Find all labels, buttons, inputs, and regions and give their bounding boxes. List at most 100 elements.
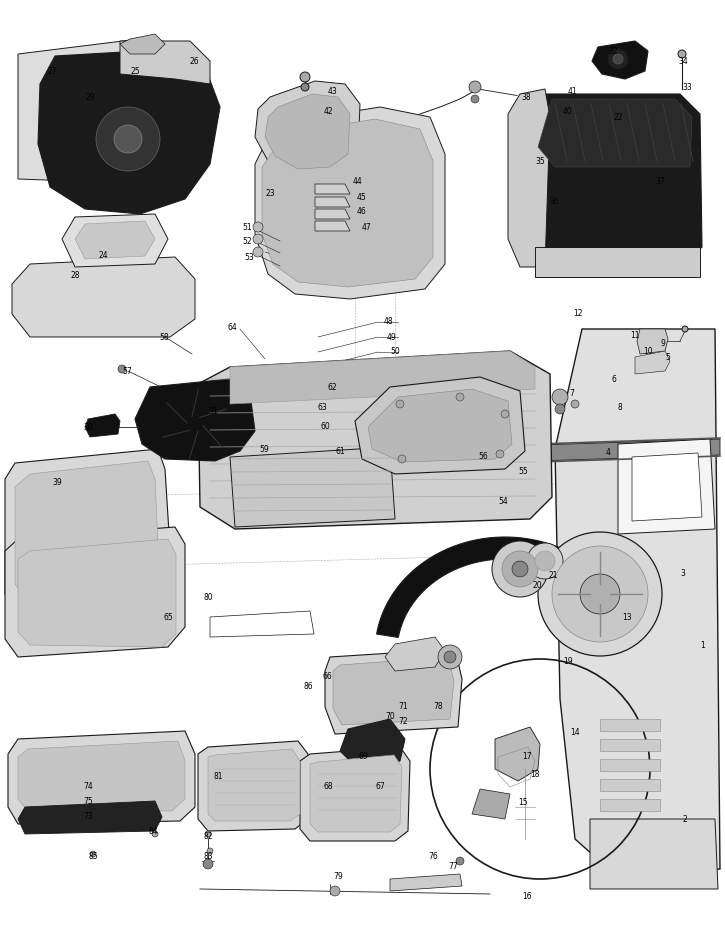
Text: 3: 3	[681, 568, 685, 577]
Circle shape	[512, 562, 528, 578]
Circle shape	[527, 543, 563, 579]
Circle shape	[207, 848, 213, 854]
Text: 35: 35	[535, 158, 545, 166]
Polygon shape	[5, 450, 170, 615]
Polygon shape	[315, 197, 350, 208]
Polygon shape	[368, 389, 512, 463]
Polygon shape	[385, 638, 445, 671]
Polygon shape	[340, 719, 405, 771]
Text: 33: 33	[682, 83, 692, 93]
Text: 20: 20	[532, 580, 542, 589]
Polygon shape	[18, 742, 185, 811]
Circle shape	[538, 532, 662, 656]
Polygon shape	[600, 780, 660, 791]
Circle shape	[571, 400, 579, 409]
Polygon shape	[472, 789, 510, 819]
Text: 28: 28	[70, 270, 80, 279]
Polygon shape	[120, 42, 210, 85]
Circle shape	[502, 552, 538, 588]
Text: 2: 2	[683, 815, 687, 823]
Circle shape	[253, 222, 263, 233]
Text: 1: 1	[700, 640, 705, 649]
Text: 45: 45	[357, 192, 367, 201]
Polygon shape	[376, 538, 634, 638]
Text: 54: 54	[498, 497, 508, 506]
Polygon shape	[355, 377, 525, 475]
Text: 15: 15	[518, 797, 528, 806]
Polygon shape	[135, 379, 255, 462]
Circle shape	[580, 575, 620, 615]
Text: 59: 59	[259, 445, 269, 454]
Circle shape	[608, 50, 628, 70]
Text: 18: 18	[530, 769, 539, 779]
Text: 79: 79	[333, 871, 343, 881]
Polygon shape	[120, 35, 165, 55]
Text: 77: 77	[448, 861, 458, 870]
Text: 64: 64	[227, 323, 237, 331]
Polygon shape	[618, 439, 715, 535]
Polygon shape	[592, 42, 648, 80]
Circle shape	[368, 791, 376, 797]
Text: 38: 38	[521, 93, 531, 101]
Circle shape	[118, 365, 126, 374]
Text: 86: 86	[303, 681, 312, 691]
Text: 29: 29	[86, 93, 95, 101]
Polygon shape	[600, 739, 660, 751]
Polygon shape	[5, 527, 185, 657]
Text: 51: 51	[242, 222, 252, 231]
Text: 36: 36	[549, 197, 559, 207]
Text: 26: 26	[189, 57, 199, 67]
Circle shape	[444, 652, 456, 664]
Text: 81: 81	[213, 771, 223, 781]
Circle shape	[552, 389, 568, 406]
Text: 9: 9	[660, 338, 666, 347]
Circle shape	[535, 552, 555, 571]
Polygon shape	[632, 453, 702, 521]
Circle shape	[300, 73, 310, 83]
Circle shape	[253, 248, 263, 258]
Text: 23: 23	[265, 188, 275, 197]
Text: 42: 42	[323, 108, 333, 117]
Text: 52: 52	[242, 237, 252, 247]
Polygon shape	[62, 215, 168, 268]
Polygon shape	[508, 90, 550, 268]
Polygon shape	[535, 248, 700, 278]
Polygon shape	[495, 727, 540, 781]
Text: 30: 30	[83, 423, 93, 432]
Circle shape	[456, 857, 464, 865]
Text: 34: 34	[678, 57, 688, 67]
Text: 70: 70	[385, 712, 395, 720]
Text: 27: 27	[47, 68, 57, 76]
Polygon shape	[600, 799, 660, 811]
Polygon shape	[555, 330, 720, 879]
Circle shape	[552, 546, 648, 642]
Text: 7: 7	[570, 388, 574, 397]
Text: 57: 57	[122, 367, 132, 376]
Text: 31: 31	[208, 407, 218, 416]
Circle shape	[396, 400, 404, 409]
Text: 65: 65	[163, 612, 173, 621]
Polygon shape	[310, 756, 402, 832]
Circle shape	[203, 859, 213, 870]
Text: 82: 82	[203, 832, 212, 841]
Polygon shape	[390, 874, 462, 891]
Text: 16: 16	[522, 892, 532, 900]
Text: 63: 63	[317, 402, 327, 411]
Polygon shape	[12, 258, 195, 337]
Polygon shape	[262, 120, 433, 287]
Polygon shape	[265, 95, 350, 170]
Polygon shape	[315, 222, 350, 232]
Circle shape	[682, 326, 688, 333]
Circle shape	[253, 235, 263, 245]
Text: 68: 68	[323, 781, 333, 791]
Text: 53: 53	[244, 252, 254, 261]
Circle shape	[330, 886, 340, 896]
Text: 44: 44	[353, 177, 363, 186]
Polygon shape	[18, 801, 162, 834]
Polygon shape	[15, 462, 158, 603]
Polygon shape	[18, 38, 185, 184]
Text: 10: 10	[643, 347, 652, 356]
Text: 58: 58	[160, 332, 169, 341]
Polygon shape	[600, 759, 660, 771]
Text: 55: 55	[518, 467, 528, 476]
